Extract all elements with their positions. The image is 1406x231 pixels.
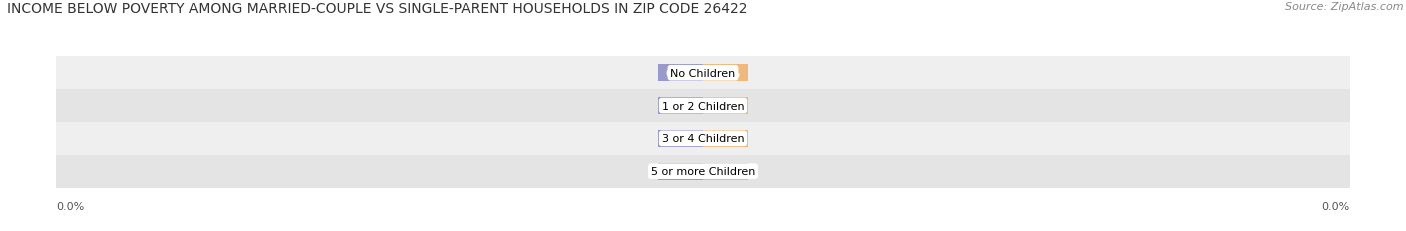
Text: No Children: No Children: [671, 68, 735, 78]
Text: 1 or 2 Children: 1 or 2 Children: [662, 101, 744, 111]
Bar: [658, 97, 703, 115]
Bar: [658, 65, 703, 82]
Bar: [703, 65, 748, 82]
Bar: [0, 90, 1406, 122]
Bar: [703, 163, 748, 180]
Bar: [0, 57, 1406, 90]
Text: 0.0%: 0.0%: [666, 134, 695, 144]
Text: 0.0%: 0.0%: [711, 68, 740, 78]
Text: 0.0%: 0.0%: [711, 134, 740, 144]
Bar: [658, 163, 703, 180]
Text: 0.0%: 0.0%: [1322, 201, 1350, 211]
Bar: [703, 130, 748, 147]
Text: 3 or 4 Children: 3 or 4 Children: [662, 134, 744, 144]
Bar: [0, 155, 1406, 188]
Text: INCOME BELOW POVERTY AMONG MARRIED-COUPLE VS SINGLE-PARENT HOUSEHOLDS IN ZIP COD: INCOME BELOW POVERTY AMONG MARRIED-COUPL…: [7, 2, 748, 16]
Bar: [0, 122, 1406, 155]
Text: 0.0%: 0.0%: [666, 101, 695, 111]
Bar: [658, 130, 703, 147]
Text: 0.0%: 0.0%: [711, 167, 740, 176]
Bar: [703, 97, 748, 115]
Text: 0.0%: 0.0%: [711, 101, 740, 111]
Text: 5 or more Children: 5 or more Children: [651, 167, 755, 176]
Text: Source: ZipAtlas.com: Source: ZipAtlas.com: [1285, 2, 1403, 12]
Text: 0.0%: 0.0%: [666, 167, 695, 176]
Text: 0.0%: 0.0%: [666, 68, 695, 78]
Text: 0.0%: 0.0%: [56, 201, 84, 211]
